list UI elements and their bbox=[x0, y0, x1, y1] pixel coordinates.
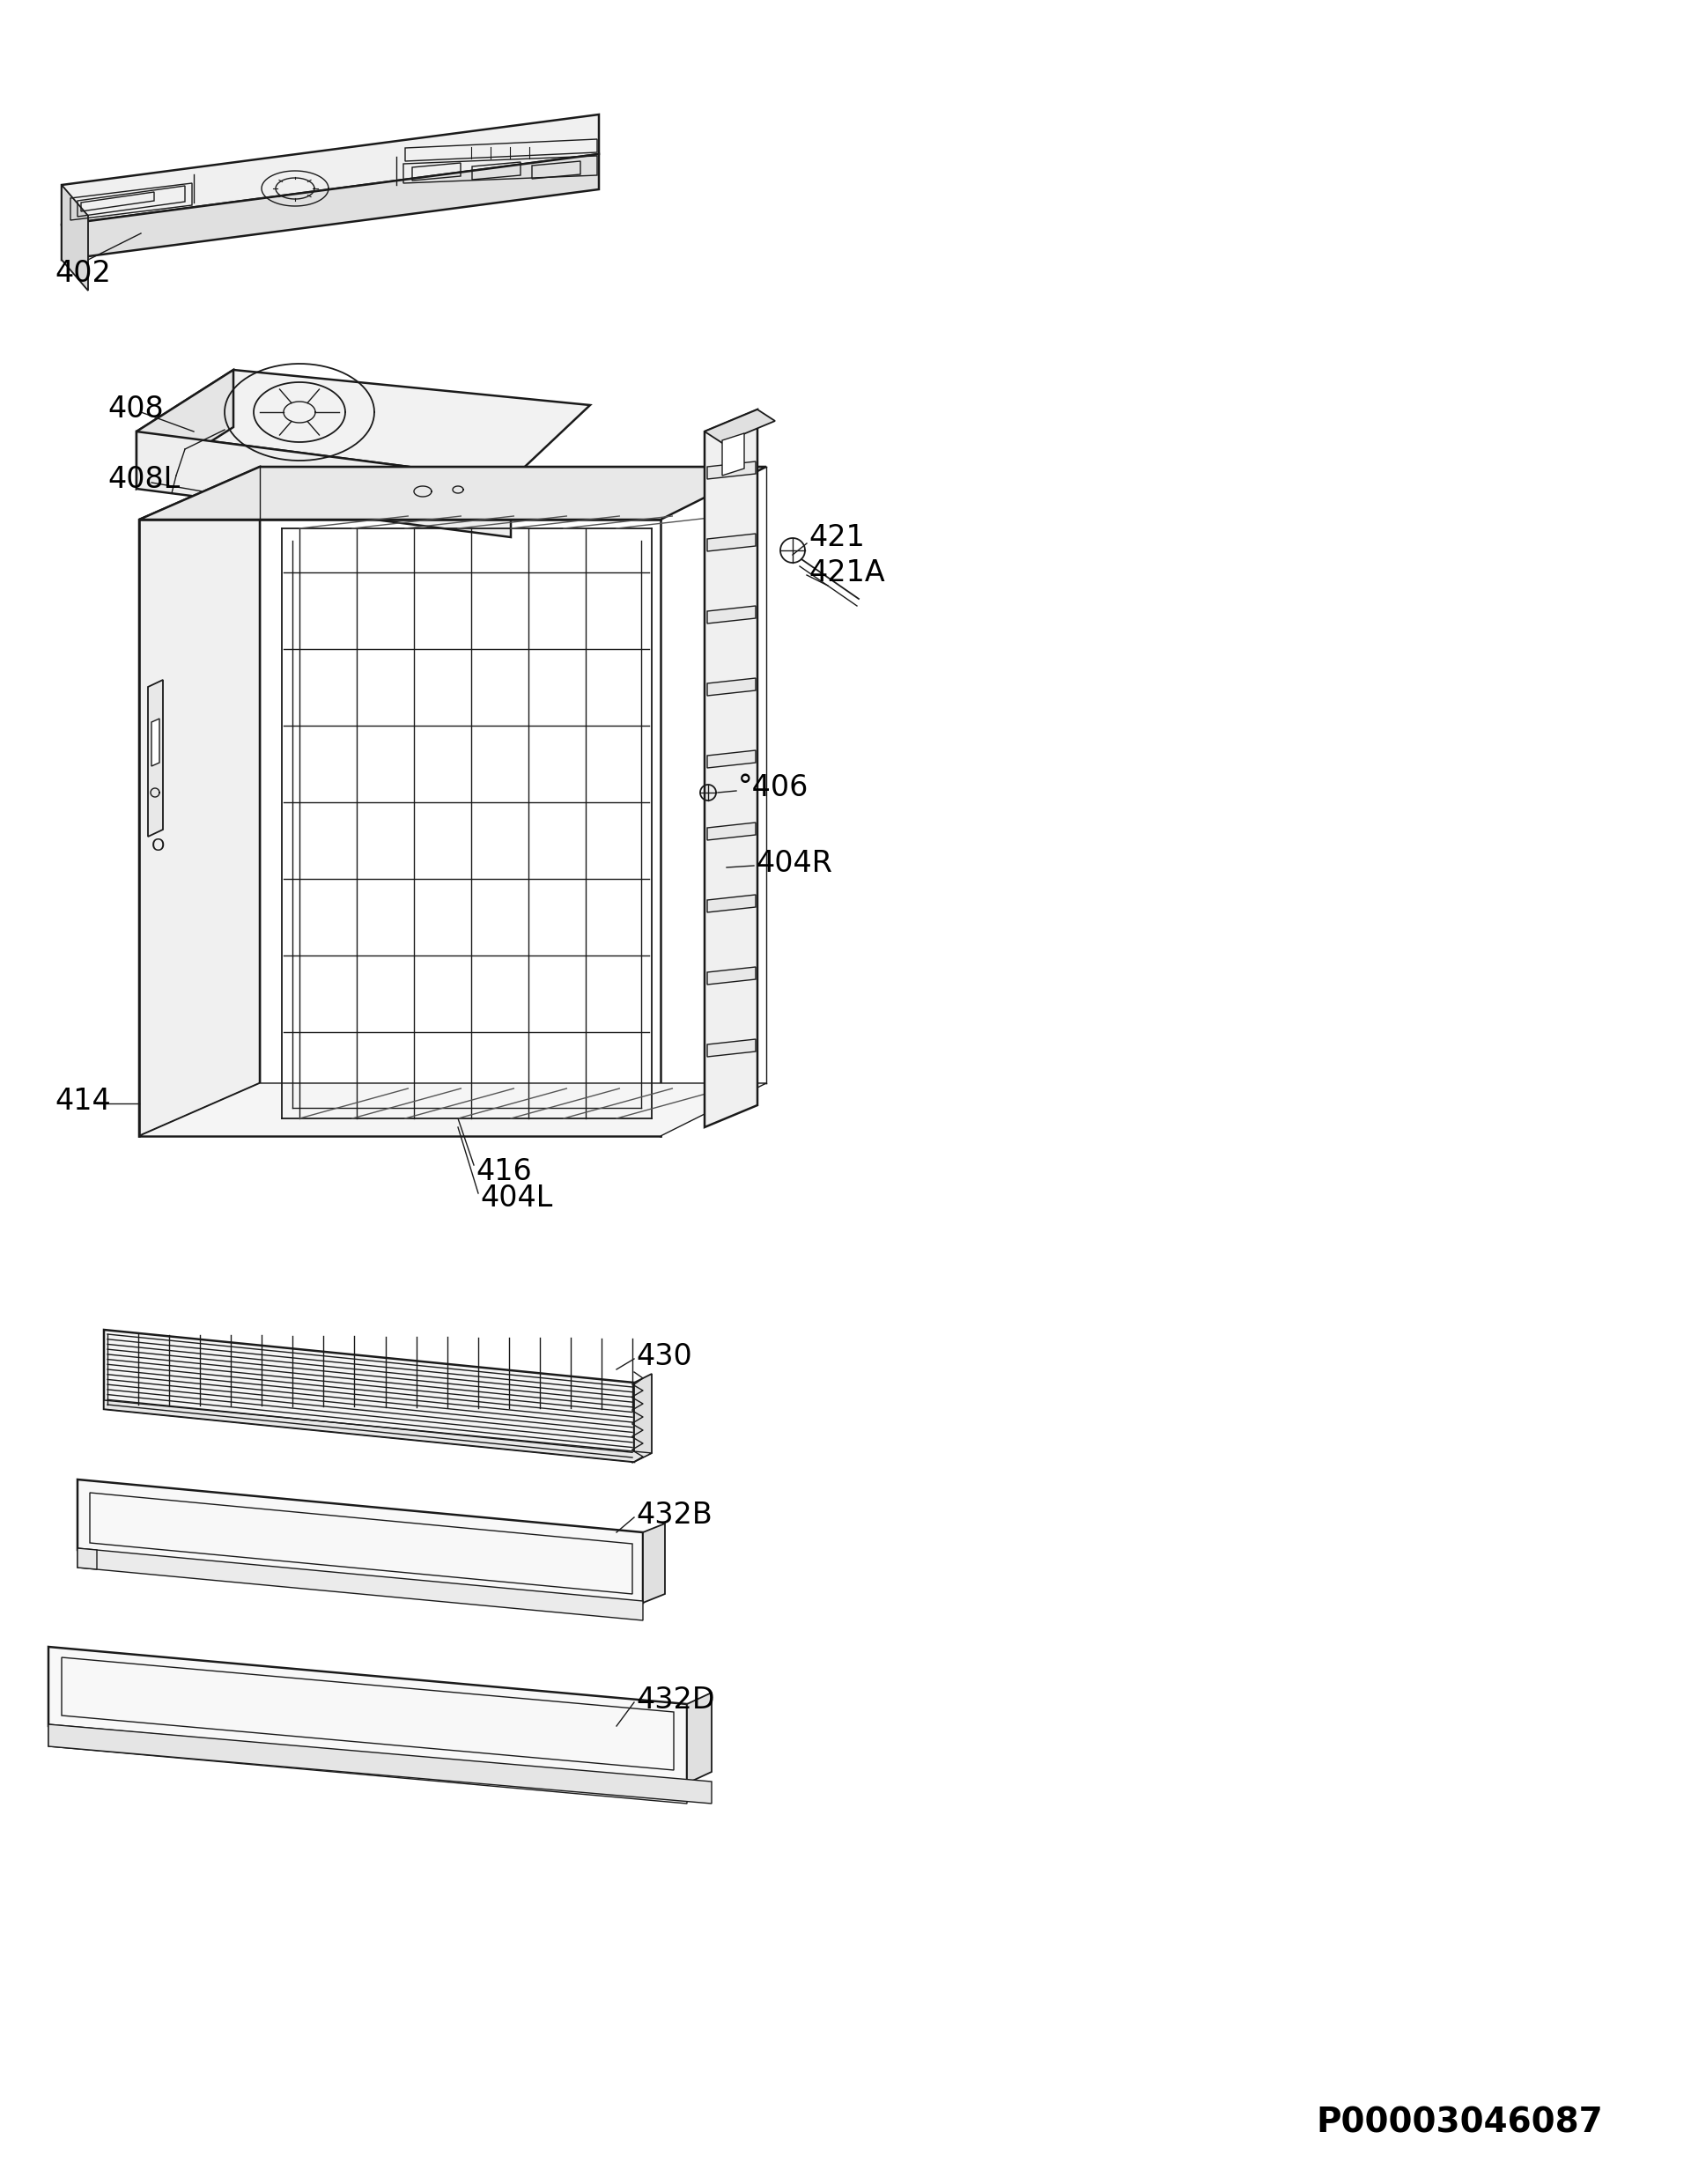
Text: 430: 430 bbox=[636, 1341, 692, 1372]
Polygon shape bbox=[103, 1330, 634, 1461]
Polygon shape bbox=[707, 823, 756, 841]
Polygon shape bbox=[78, 1548, 96, 1570]
Polygon shape bbox=[139, 1083, 766, 1136]
Text: 432B: 432B bbox=[636, 1500, 712, 1529]
Polygon shape bbox=[137, 432, 511, 537]
Text: 416: 416 bbox=[475, 1158, 531, 1186]
Text: 421A: 421A bbox=[808, 557, 884, 587]
Text: 414: 414 bbox=[54, 1085, 110, 1116]
Text: 421: 421 bbox=[808, 522, 864, 553]
Polygon shape bbox=[707, 1040, 756, 1057]
Text: 404L: 404L bbox=[480, 1184, 553, 1212]
Polygon shape bbox=[137, 369, 590, 480]
Text: 432D: 432D bbox=[636, 1686, 715, 1714]
Polygon shape bbox=[707, 605, 756, 622]
Text: 408: 408 bbox=[108, 395, 164, 424]
Polygon shape bbox=[61, 155, 599, 260]
Polygon shape bbox=[137, 369, 233, 489]
Polygon shape bbox=[705, 411, 758, 1127]
Polygon shape bbox=[49, 1647, 687, 1784]
Polygon shape bbox=[49, 1725, 687, 1804]
Polygon shape bbox=[705, 411, 774, 443]
Polygon shape bbox=[149, 679, 162, 836]
Text: 404R: 404R bbox=[756, 850, 832, 878]
Polygon shape bbox=[707, 968, 756, 985]
Polygon shape bbox=[707, 461, 756, 478]
Polygon shape bbox=[634, 1374, 651, 1461]
Polygon shape bbox=[139, 467, 766, 520]
Polygon shape bbox=[707, 533, 756, 550]
Text: P00003046087: P00003046087 bbox=[1316, 2105, 1603, 2138]
Text: 408L: 408L bbox=[108, 465, 179, 494]
Polygon shape bbox=[78, 1548, 643, 1621]
Polygon shape bbox=[722, 432, 744, 476]
Polygon shape bbox=[643, 1524, 665, 1603]
Polygon shape bbox=[707, 895, 756, 913]
Polygon shape bbox=[707, 751, 756, 769]
Text: °406: °406 bbox=[737, 773, 808, 804]
Polygon shape bbox=[707, 677, 756, 697]
Polygon shape bbox=[61, 114, 599, 225]
Text: 402: 402 bbox=[54, 258, 112, 288]
Polygon shape bbox=[152, 719, 159, 767]
Polygon shape bbox=[61, 186, 88, 290]
Polygon shape bbox=[103, 1400, 651, 1461]
Polygon shape bbox=[687, 1693, 712, 1784]
Polygon shape bbox=[139, 467, 260, 1136]
Polygon shape bbox=[49, 1725, 712, 1804]
Polygon shape bbox=[78, 1479, 643, 1603]
Text: O: O bbox=[152, 836, 166, 854]
